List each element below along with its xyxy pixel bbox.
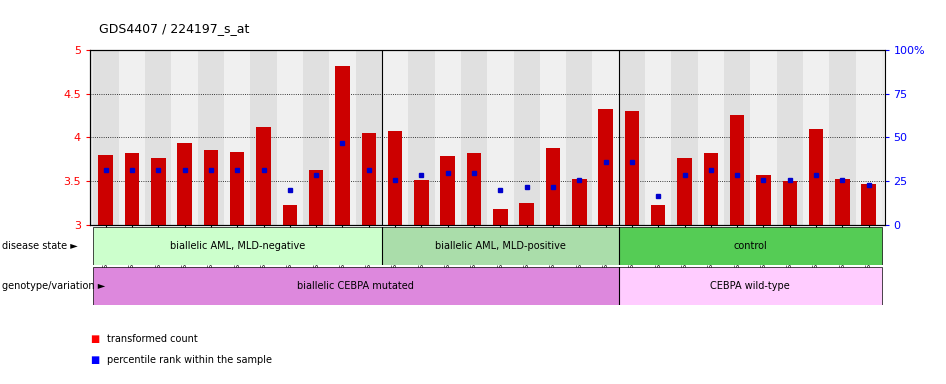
Text: biallelic AML, MLD-positive: biallelic AML, MLD-positive [435,241,566,251]
Bar [303,50,329,225]
Bar [256,127,271,225]
Bar [251,50,276,225]
Bar [724,50,750,225]
Bar [619,50,645,225]
Bar [855,50,882,225]
Bar [809,129,823,225]
Bar [540,50,566,225]
Text: CEBPA wild-type: CEBPA wild-type [710,281,790,291]
Text: transformed count: transformed count [107,334,198,344]
Bar [414,180,429,225]
Bar [730,116,745,225]
Bar [750,50,777,225]
Text: biallelic AML, MLD-negative: biallelic AML, MLD-negative [169,241,305,251]
Bar [98,155,113,225]
Bar [382,50,409,225]
Bar [434,50,461,225]
Bar [782,181,797,225]
Bar [466,153,482,225]
Text: GDS4407 / 224197_s_at: GDS4407 / 224197_s_at [99,22,250,35]
Bar [335,66,350,225]
Bar [125,153,139,225]
Bar [119,50,145,225]
Bar [835,179,850,225]
Text: ■: ■ [90,334,99,344]
Bar [461,50,487,225]
Bar [151,158,166,225]
Bar [309,170,324,225]
Bar [224,50,251,225]
Bar [519,203,534,225]
Bar [803,50,830,225]
Bar [230,152,244,225]
Bar [93,50,119,225]
Bar [830,50,855,225]
Bar [651,205,665,225]
Bar [592,50,619,225]
Bar [546,148,560,225]
Bar [862,184,876,225]
Text: genotype/variation ►: genotype/variation ► [2,281,105,291]
Bar [93,227,382,265]
Bar [599,109,613,225]
Bar [572,179,587,225]
Bar [171,50,198,225]
Bar [645,50,672,225]
Bar [283,205,297,225]
Bar [756,175,771,225]
Bar [672,50,698,225]
Bar [198,50,224,225]
Text: control: control [733,241,767,251]
Bar [487,50,514,225]
Bar [177,143,192,225]
Bar [409,50,434,225]
Bar [382,227,619,265]
Bar [356,50,382,225]
Bar [619,227,882,265]
Bar [145,50,171,225]
Text: biallelic CEBPA mutated: biallelic CEBPA mutated [297,281,414,291]
Bar [624,111,639,225]
Bar [441,157,455,225]
Text: ■: ■ [90,355,99,365]
Bar [329,50,356,225]
Bar [566,50,592,225]
Bar [698,50,724,225]
Text: disease state ►: disease state ► [2,241,78,251]
Bar [677,158,692,225]
Bar [93,267,619,305]
Bar [276,50,303,225]
Bar [619,267,882,305]
Bar [493,209,508,225]
Bar [514,50,540,225]
Bar [777,50,803,225]
Bar [388,131,402,225]
Text: percentile rank within the sample: percentile rank within the sample [107,355,272,365]
Bar [361,133,376,225]
Bar [203,151,219,225]
Bar [704,153,718,225]
